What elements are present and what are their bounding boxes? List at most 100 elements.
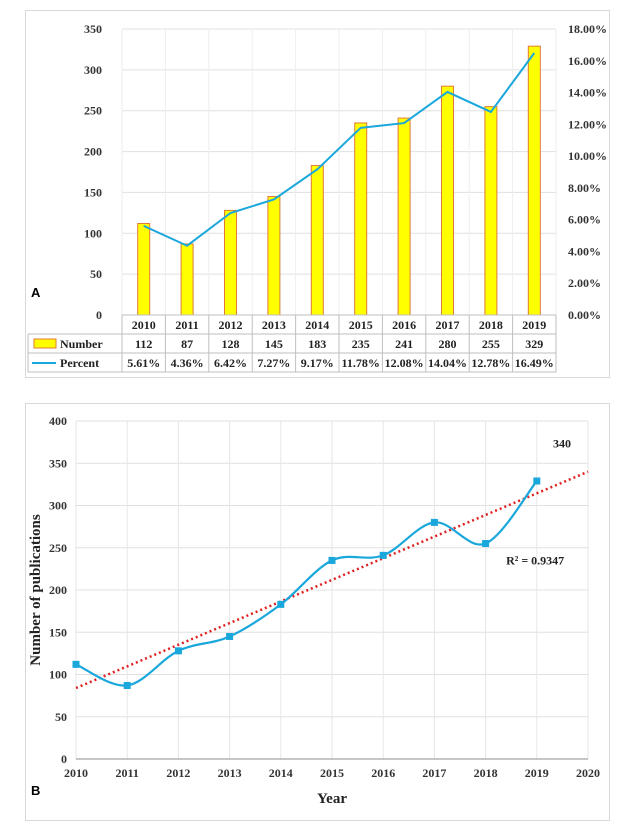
- table-cell-percent: 4.36%: [171, 356, 204, 370]
- r-squared-label: R² = 0.9347: [506, 554, 564, 568]
- table-cell-number: 280: [439, 337, 457, 351]
- table-cell-number: 112: [135, 337, 152, 351]
- table-cell-number: 241: [395, 337, 413, 351]
- data-point: [226, 632, 234, 640]
- table-cell-number: 145: [265, 337, 283, 351]
- table-cell-percent: 12.08%: [385, 356, 424, 370]
- x-category-label: 2019: [522, 318, 546, 332]
- y-tick-label: 350: [49, 456, 67, 470]
- x-category-label: 2016: [392, 318, 416, 332]
- table-cell-percent: 16.49%: [515, 356, 554, 370]
- table-cell-percent: 5.61%: [127, 356, 160, 370]
- figure-panel-a: A 0 50 100 150 200 250 300 350 0.00% 2.00% 4.00% 6.…: [25, 10, 610, 378]
- panel-label-b: B: [31, 783, 40, 798]
- x-category-label: 2011: [175, 318, 198, 332]
- table-cell-percent: 14.04%: [428, 356, 467, 370]
- table-cell-number: 128: [222, 337, 240, 351]
- y-tick-label: 300: [49, 499, 67, 513]
- y-tick-label: 200: [49, 583, 67, 597]
- bar: [267, 196, 281, 316]
- data-point: [72, 660, 80, 668]
- x-axis-title: Year: [317, 791, 347, 807]
- y-tick-label: 100: [49, 668, 67, 682]
- y-tick-label: 300: [84, 63, 102, 77]
- x-tick-label: 2017: [422, 766, 446, 780]
- y2-tick-label: 0.00%: [568, 308, 601, 322]
- bar: [354, 122, 368, 316]
- x-category-label: 2014: [305, 318, 329, 332]
- y-tick-label: 0: [96, 308, 102, 322]
- y2-tick-label: 16.00%: [568, 54, 607, 68]
- table-cell-number: 87: [181, 337, 193, 351]
- bar: [310, 164, 324, 316]
- y2-tick-label: 8.00%: [568, 181, 601, 195]
- table-cell-number: 329: [525, 337, 543, 351]
- table-cell-percent: 6.42%: [214, 356, 247, 370]
- y-tick-label: 400: [49, 414, 67, 428]
- trendline-end-label: 340: [553, 437, 571, 451]
- bar: [397, 117, 411, 316]
- x-tick-label: 2012: [166, 766, 190, 780]
- panel-label-a: A: [31, 285, 41, 300]
- x-tick-label: 2010: [64, 766, 88, 780]
- x-tick-label: 2020: [576, 766, 600, 780]
- data-point: [379, 551, 387, 559]
- data-point: [430, 518, 438, 526]
- y-tick-label: 250: [49, 541, 67, 555]
- y-tick-label: 250: [84, 104, 102, 118]
- legend-label-number: Number: [60, 337, 103, 351]
- y-tick-label: 350: [84, 22, 102, 36]
- y2-tick-label: 6.00%: [568, 213, 601, 227]
- data-point: [328, 556, 336, 564]
- x-category-label: 2017: [436, 318, 460, 332]
- x-category-label: 2018: [479, 318, 503, 332]
- y-tick-label: 0: [61, 752, 67, 766]
- data-point: [482, 540, 490, 548]
- table-cell-number: 183: [308, 337, 326, 351]
- table-cell-percent: 12.78%: [471, 356, 510, 370]
- series-line: [75, 480, 538, 687]
- data-point: [533, 477, 541, 485]
- x-tick-label: 2016: [371, 766, 395, 780]
- y-tick-label: 100: [84, 226, 102, 240]
- x-tick-label: 2015: [320, 766, 344, 780]
- table-cell-percent: 7.27%: [257, 356, 290, 370]
- x-category-label: 2013: [262, 318, 286, 332]
- y-tick-label: 150: [49, 625, 67, 639]
- bar: [180, 243, 194, 316]
- data-point: [174, 647, 182, 655]
- y2-tick-label: 4.00%: [568, 244, 601, 258]
- x-tick-label: 2019: [525, 766, 549, 780]
- x-category-label: 2010: [132, 318, 156, 332]
- legend-key-number: [33, 338, 57, 349]
- table-cell-percent: 9.17%: [301, 356, 334, 370]
- figure-panel-b: B 0 50 100 150 200 250 300 350 400 2010 2011 2012 20…: [25, 403, 610, 821]
- bar: [441, 85, 454, 316]
- bar: [137, 222, 151, 316]
- x-tick-label: 2014: [269, 766, 293, 780]
- table-cell-percent: 11.78%: [342, 356, 380, 370]
- publication-bar-line-chart: A 0 50 100 150 200 250 300 350 0.00% 2.00% 4.00% 6.…: [27, 22, 607, 373]
- x-category-label: 2012: [219, 318, 243, 332]
- percent-line: [143, 52, 536, 247]
- legend-label-percent: Percent: [60, 356, 99, 370]
- data-point: [123, 681, 131, 689]
- y2-tick-label: 12.00%: [568, 117, 607, 131]
- x-tick-label: 2018: [474, 766, 498, 780]
- y2-tick-label: 18.00%: [568, 22, 607, 36]
- table-cell-number: 235: [352, 337, 370, 351]
- y-tick-label: 150: [84, 185, 102, 199]
- y-axis-title: Number of publications: [28, 514, 44, 666]
- y-tick-label: 50: [55, 710, 67, 724]
- table-cell-number: 255: [482, 337, 500, 351]
- data-point: [277, 600, 285, 608]
- bar: [484, 106, 498, 316]
- y2-tick-label: 2.00%: [568, 276, 601, 290]
- y-tick-label: 50: [90, 267, 102, 281]
- x-tick-label: 2013: [218, 766, 242, 780]
- bar: [527, 45, 541, 316]
- y-tick-label: 200: [84, 145, 102, 159]
- publication-trend-chart: B 0 50 100 150 200 250 300 350 400 2010 2011 2012 20…: [28, 414, 600, 807]
- y2-tick-label: 10.00%: [568, 149, 607, 163]
- x-tick-label: 2011: [116, 766, 139, 780]
